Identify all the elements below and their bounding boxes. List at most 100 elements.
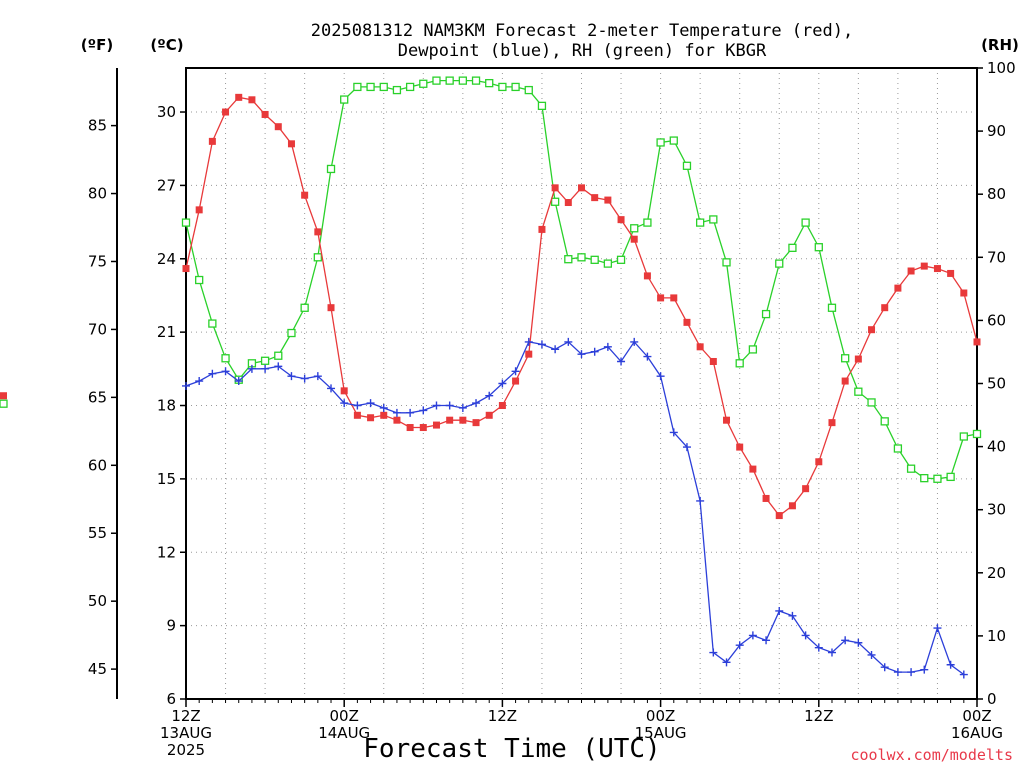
dewpoint-point (445, 401, 454, 410)
rh-unit-label: (RH) (981, 36, 1019, 54)
dewpoint-point (775, 606, 784, 615)
temperature-point (723, 416, 731, 424)
rh-tick-label: 70 (987, 248, 1006, 266)
rh-point (867, 398, 876, 407)
temperature-point (775, 512, 783, 520)
series-dewpoint (182, 337, 968, 679)
dewpoint-point (195, 377, 204, 386)
dewpoint-point (432, 401, 441, 410)
temperature-point (828, 419, 836, 427)
dewpoint-point (208, 369, 217, 378)
rh-point (959, 432, 968, 441)
rh-point (814, 243, 823, 252)
dewpoint-point (748, 631, 757, 640)
rh-point (353, 82, 362, 92)
temperature-point (578, 184, 585, 192)
rh-point (550, 197, 560, 206)
rh-point (564, 255, 573, 264)
fahrenheit-tick-label: 70 (88, 320, 107, 338)
rh-point (590, 255, 599, 264)
temperature-point (868, 326, 876, 334)
rh-point (458, 76, 468, 85)
plot-series (0, 76, 982, 679)
rh-point (696, 218, 705, 227)
temperature-point (920, 262, 928, 270)
dewpoint-point (327, 384, 336, 393)
temperature-point (604, 196, 612, 204)
x-tick-label: 00Z (646, 707, 675, 725)
fahrenheit-tick-label: 45 (88, 660, 107, 678)
rh-tick-label: 0 (987, 690, 997, 708)
temperature-point (894, 284, 902, 292)
dewpoint-point (392, 408, 401, 417)
dewpoint-point (551, 345, 560, 354)
rh-tick-label: 20 (987, 564, 1006, 582)
fahrenheit-tick-label: 75 (88, 252, 107, 270)
rh-point (709, 215, 718, 224)
dewpoint-point (814, 643, 823, 652)
temperature-point (907, 267, 915, 275)
celsius-unit-label: (ºC) (150, 36, 183, 54)
rh-point (788, 243, 797, 252)
temperature-point (327, 304, 335, 312)
rh-point (313, 253, 322, 262)
rh-point (801, 218, 810, 227)
rh-point (775, 259, 784, 268)
dewpoint-point (419, 406, 428, 415)
dewpoint-point (472, 399, 481, 408)
temperature-point (498, 402, 506, 410)
temperature-point (314, 228, 322, 236)
dewpoint-point (300, 374, 309, 383)
temperature-point (208, 137, 216, 145)
temperature-point (446, 416, 454, 424)
rh-point (511, 82, 520, 92)
dewpoint-point (946, 660, 955, 669)
dewpoint-point (234, 377, 243, 386)
temperature-point (881, 304, 889, 312)
rh-point (722, 258, 731, 267)
dewpoint-point (247, 364, 256, 373)
rh-point (221, 354, 230, 363)
dewpoint-point (669, 428, 678, 437)
chart-title: 2025081312 NAM3KM Forecast 2-meter Tempe… (311, 21, 853, 41)
fahrenheit-tick-label: 55 (88, 524, 107, 542)
grid-lines (186, 68, 977, 700)
dewpoint-point (867, 650, 876, 659)
dewpoint-point (537, 340, 546, 349)
temperature-point (432, 421, 440, 429)
celsius-tick-label: 27 (157, 176, 176, 194)
temperature-point (973, 338, 981, 346)
temperature-point (248, 96, 256, 104)
rh-point (195, 275, 204, 285)
rh-point (471, 76, 481, 85)
temperature-point (933, 265, 941, 273)
dewpoint-point (959, 670, 968, 679)
rh-tick-label: 100 (987, 59, 1016, 77)
rh-point (485, 78, 494, 88)
x-tick-label: 13AUG (160, 724, 212, 742)
rh-point (326, 164, 336, 174)
rh-point (946, 472, 955, 482)
dewpoint-point (893, 668, 902, 677)
celsius-tick-label: 12 (157, 543, 176, 561)
rh-point (445, 76, 454, 85)
temperature-point (419, 424, 427, 432)
rh-point (735, 359, 744, 368)
rh-point (524, 85, 533, 95)
x-tick-label: 14AUG (318, 724, 370, 742)
rh-point (933, 474, 942, 483)
temperature-point (696, 343, 704, 351)
x-tick-label: 12Z (171, 707, 200, 725)
x-axis-title: Forecast Time (UTC) (363, 734, 660, 764)
rh-tick-label: 10 (987, 627, 1006, 645)
rh-point (827, 303, 837, 312)
temperature-point (802, 485, 810, 493)
x-tick-label: 00Z (330, 707, 359, 725)
temperature-point (749, 465, 757, 473)
temperature-point (222, 108, 230, 116)
dewpoint-point (313, 372, 322, 381)
rh-point (405, 82, 415, 92)
temperature-point (485, 411, 493, 419)
dewpoint-point (907, 668, 916, 677)
